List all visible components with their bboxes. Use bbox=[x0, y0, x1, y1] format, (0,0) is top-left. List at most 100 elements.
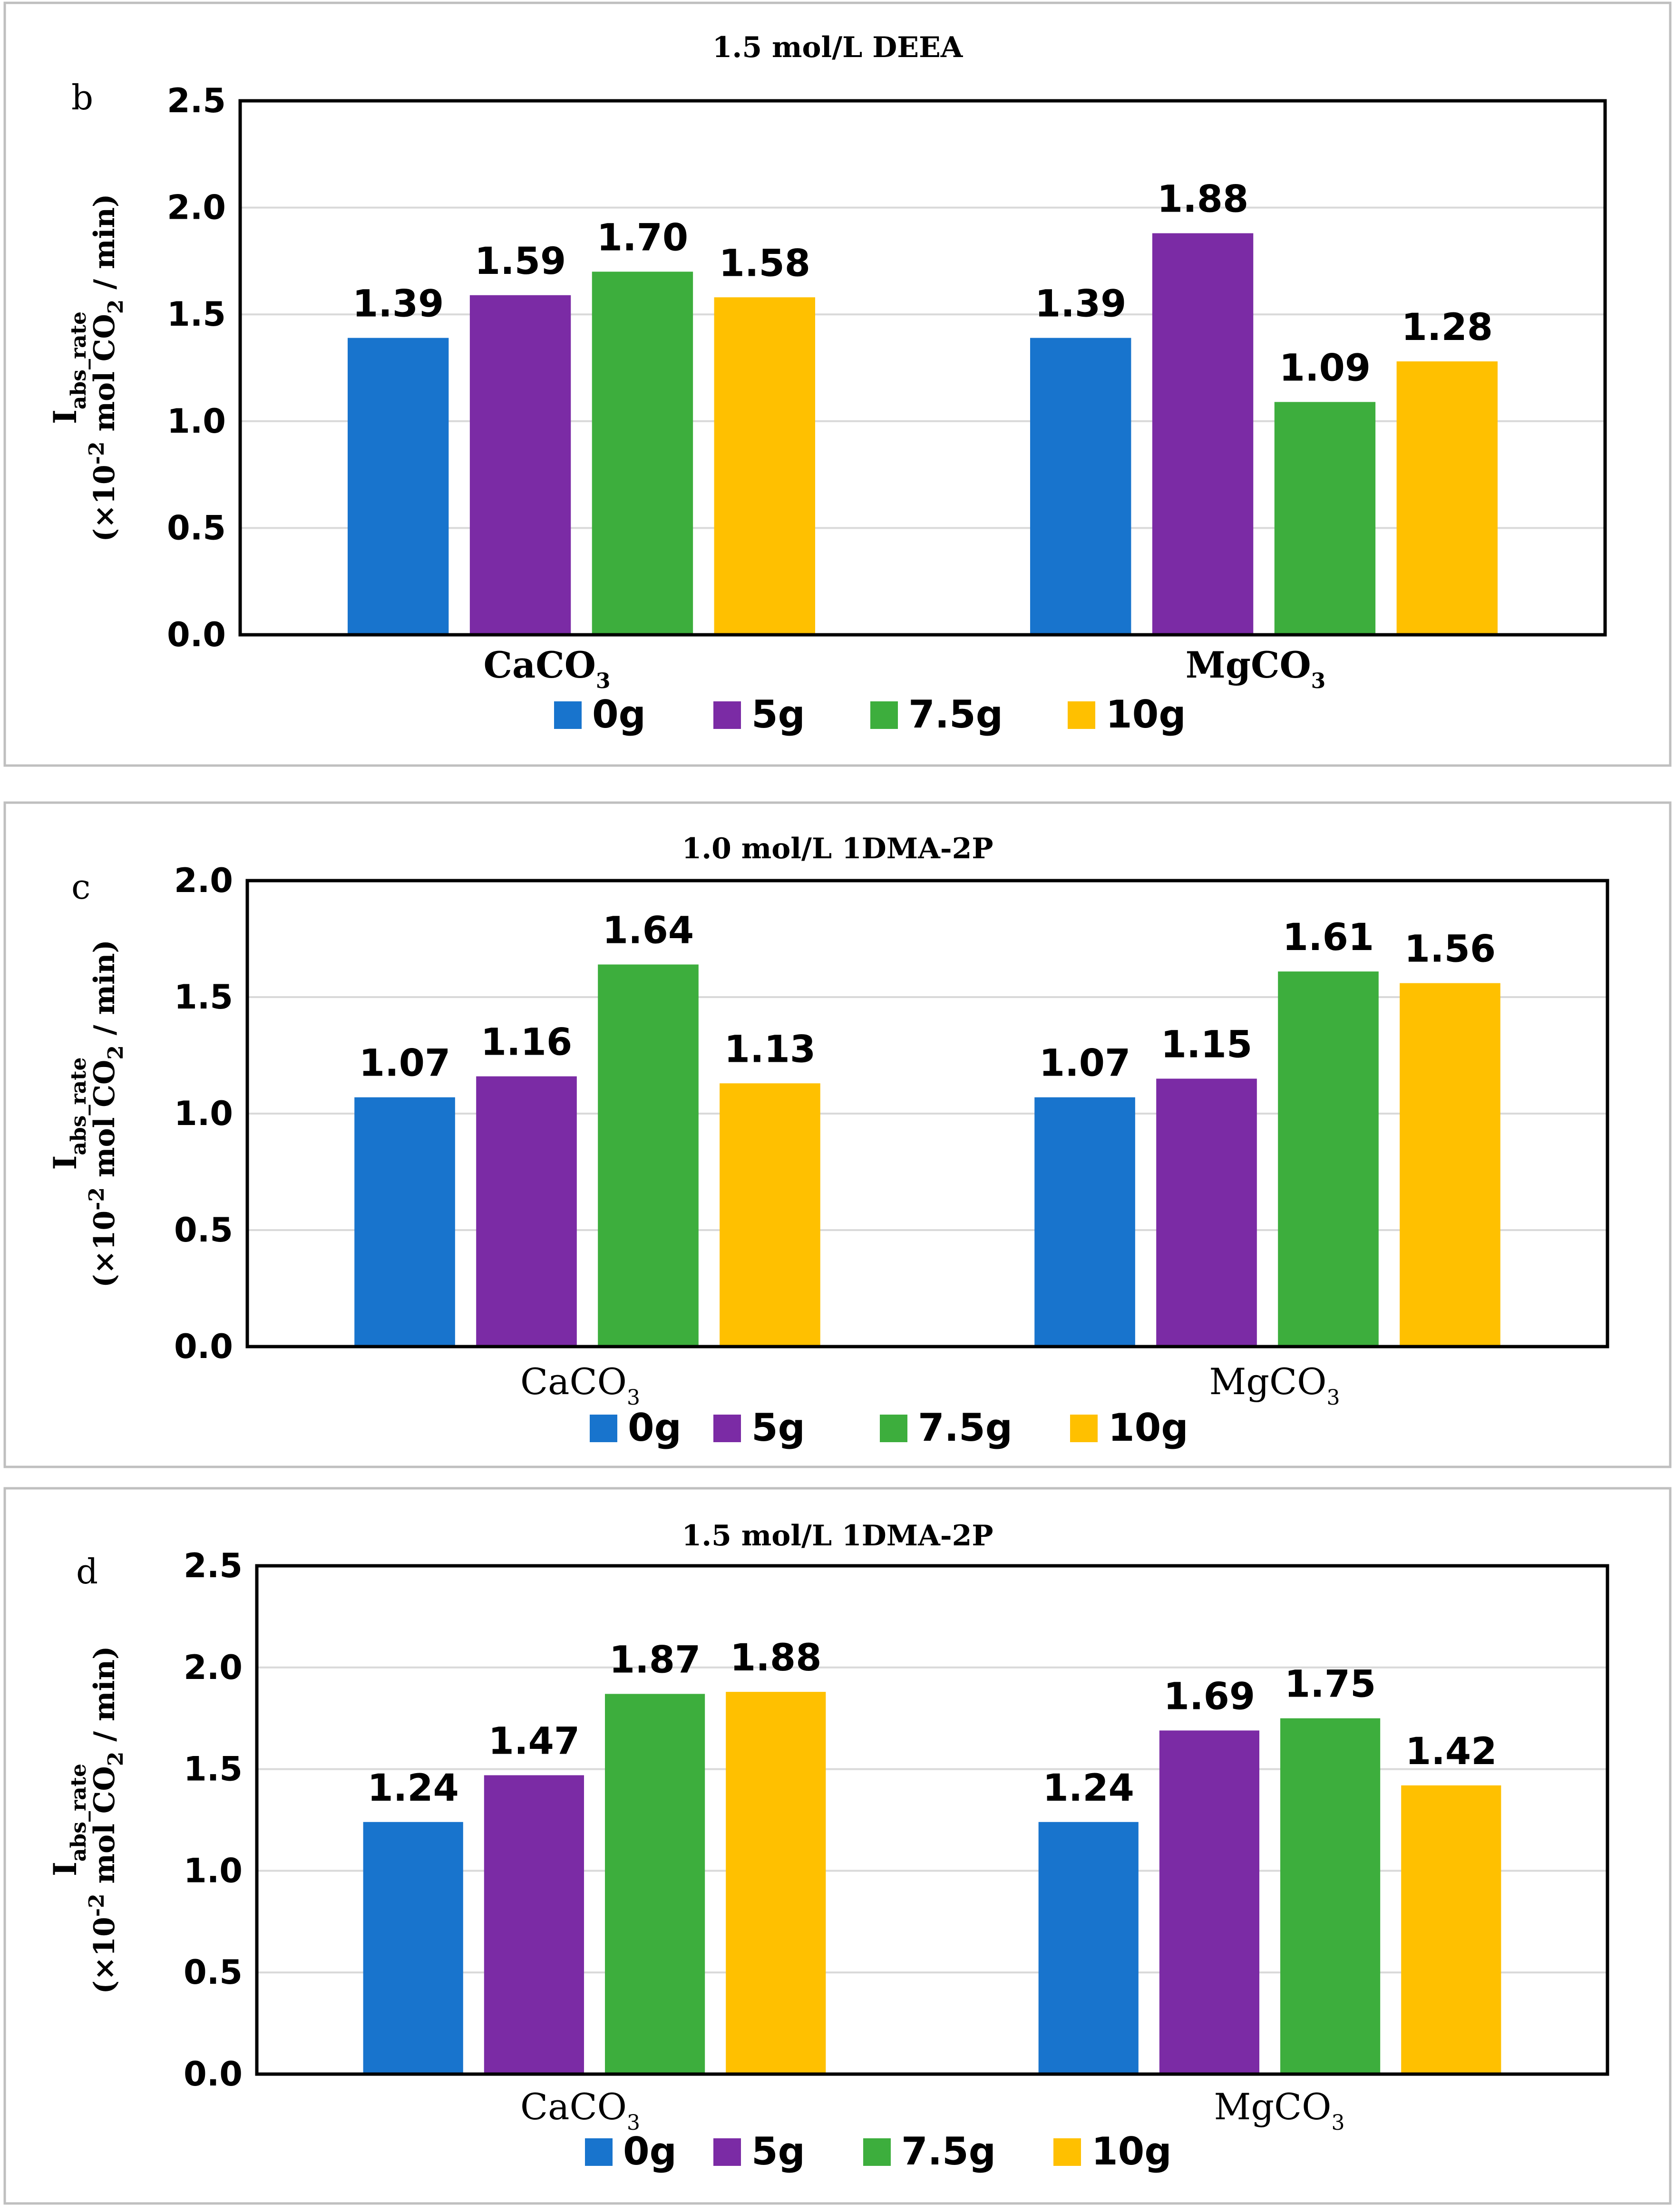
bar-5g-mgco3 bbox=[1159, 1730, 1259, 2074]
y-tick-label: 2.5 bbox=[184, 1546, 243, 1585]
data-label: 1.88 bbox=[1157, 178, 1248, 221]
y-tick-label: 2.0 bbox=[174, 861, 233, 900]
data-label: 1.09 bbox=[1279, 347, 1371, 389]
x-category-label: CaCO3 bbox=[483, 644, 610, 693]
legend-label-10g: 10g bbox=[1108, 1406, 1188, 1450]
data-label: 1.69 bbox=[1164, 1675, 1255, 1718]
bar-7.5g-caco3 bbox=[592, 272, 693, 635]
legend-label-0g: 0g bbox=[628, 1406, 682, 1450]
legend-swatch-7.5g bbox=[870, 701, 898, 729]
y-axis-label-line2: (×10-2 mol CO2 / min) bbox=[85, 940, 128, 1288]
y-tick-label: 1.0 bbox=[174, 1094, 233, 1133]
y-tick-label: 2.0 bbox=[167, 188, 226, 227]
y-axis-label-line1: Iabs_rate bbox=[47, 311, 91, 424]
legend-label-5g: 5g bbox=[751, 692, 805, 737]
chart-title: 1.0 mol/L 1DMA-2P bbox=[682, 832, 993, 865]
chart-panel-d: 1.5 mol/L 1DMA-2P d 0.0 0.5 1.0 1.5 2.0 2.5 1.24… bbox=[3, 1487, 1672, 2205]
y-axis-label-line2: (×10-2 mol CO2 / min) bbox=[85, 1646, 128, 1994]
y-tick-label: 2.5 bbox=[167, 81, 226, 120]
data-label: 1.88 bbox=[730, 1637, 821, 1679]
x-category-label: CaCO3 bbox=[520, 1360, 640, 1410]
y-axis-label-line2: (×10-2 mol CO2 / min) bbox=[85, 194, 128, 542]
bar-10g-mgco3 bbox=[1400, 983, 1500, 1347]
plot-area-border bbox=[238, 99, 1607, 637]
bar-7.5g-caco3 bbox=[598, 964, 699, 1347]
legend-label-10g: 10g bbox=[1091, 2129, 1172, 2173]
legend-label-7.5g: 7.5g bbox=[918, 1406, 1013, 1450]
y-tick-label: 2.0 bbox=[184, 1648, 243, 1687]
data-label: 1.24 bbox=[368, 1767, 459, 1810]
data-label: 1.47 bbox=[488, 1720, 580, 1763]
data-label: 1.75 bbox=[1285, 1663, 1376, 1706]
legend-swatch-0g bbox=[554, 701, 582, 729]
y-tick-label: 0.5 bbox=[184, 1953, 243, 1992]
y-tick-label: 1.5 bbox=[174, 978, 233, 1017]
data-label: 1.39 bbox=[352, 283, 444, 326]
chart-title: 1.5 mol/L 1DMA-2P bbox=[682, 1519, 993, 1552]
legend-swatch-7.5g bbox=[880, 1415, 907, 1442]
legend-label-0g: 0g bbox=[623, 2129, 677, 2173]
legend-swatch-7.5g bbox=[863, 2138, 891, 2166]
y-tick-label: 0.0 bbox=[167, 615, 226, 654]
y-axis-label: Iabs_rate(×10-2 mol CO2 / min) bbox=[47, 194, 128, 542]
legend-label-10g: 10g bbox=[1106, 692, 1186, 737]
panel-frame bbox=[3, 1, 1672, 767]
bar-0g-caco3 bbox=[363, 1822, 463, 2074]
legend-label-0g: 0g bbox=[592, 692, 646, 737]
bar-0g-caco3 bbox=[354, 1097, 455, 1347]
plot-area-border bbox=[255, 1564, 1609, 2076]
bar-10g-caco3 bbox=[714, 297, 815, 635]
chart-panel-b: 1.5 mol/L DEEA b 0.0 0.5 1.0 1.5 2.0 2.5 1.39 1.5… bbox=[3, 1, 1672, 767]
panel-frame bbox=[3, 801, 1672, 1468]
data-label: 1.59 bbox=[475, 240, 566, 283]
legend-swatch-5g bbox=[713, 701, 741, 729]
legend-label-5g: 5g bbox=[751, 2129, 805, 2173]
plot-area-border bbox=[245, 879, 1609, 1349]
data-label: 1.61 bbox=[1283, 916, 1374, 959]
chart-title: 1.5 mol/L DEEA bbox=[712, 31, 964, 64]
bar-7.5g-mgco3 bbox=[1278, 971, 1379, 1347]
panel-letter: c bbox=[71, 867, 90, 907]
bar-5g-caco3 bbox=[476, 1076, 577, 1347]
y-axis-label-line1: Iabs_rate bbox=[47, 1057, 91, 1170]
legend-swatch-5g bbox=[713, 1415, 741, 1442]
bar-7.5g-caco3 bbox=[605, 1694, 705, 2074]
bar-0g-caco3 bbox=[348, 338, 449, 635]
y-tick-label: 0.5 bbox=[167, 508, 226, 547]
legend-label-5g: 5g bbox=[751, 1406, 805, 1450]
chart-panel-c: 1.0 mol/L 1DMA-2P c 0.0 0.5 1.0 1.5 2.0 1.07 1.1… bbox=[3, 801, 1672, 1468]
y-tick-label: 1.5 bbox=[184, 1750, 243, 1789]
data-label: 1.15 bbox=[1161, 1024, 1252, 1067]
data-label: 1.07 bbox=[1039, 1042, 1130, 1085]
legend-label-7.5g: 7.5g bbox=[908, 692, 1003, 737]
bar-5g-caco3 bbox=[469, 295, 571, 635]
legend-swatch-10g bbox=[1070, 1415, 1098, 1442]
bar-7.5g-mgco3 bbox=[1280, 1718, 1381, 2074]
y-tick-label: 1.0 bbox=[167, 402, 226, 441]
bar-5g-mgco3 bbox=[1156, 1078, 1257, 1347]
panel-frame bbox=[3, 1487, 1672, 2205]
legend-swatch-10g bbox=[1053, 2138, 1081, 2166]
data-label: 1.16 bbox=[481, 1021, 572, 1064]
data-label: 1.70 bbox=[597, 216, 688, 259]
y-tick-label: 0.0 bbox=[184, 2055, 243, 2094]
data-label: 1.24 bbox=[1043, 1767, 1134, 1810]
data-label: 1.58 bbox=[719, 242, 810, 285]
panel-letter: d bbox=[76, 1552, 98, 1591]
data-label: 1.64 bbox=[603, 909, 694, 952]
data-label: 1.87 bbox=[609, 1639, 701, 1681]
y-axis-label: Iabs_rate(×10-2 mol CO2 / min) bbox=[47, 1646, 128, 1994]
y-tick-label: 1.0 bbox=[184, 1851, 243, 1890]
y-axis-label-line1: Iabs_rate bbox=[47, 1764, 91, 1876]
bar-5g-mgco3 bbox=[1152, 233, 1254, 635]
bar-10g-mgco3 bbox=[1396, 361, 1498, 635]
data-label: 1.28 bbox=[1402, 306, 1493, 349]
data-label: 1.42 bbox=[1405, 1730, 1497, 1773]
x-category-label: CaCO3 bbox=[520, 2086, 640, 2135]
bar-7.5g-mgco3 bbox=[1274, 402, 1376, 635]
data-label: 1.39 bbox=[1035, 283, 1126, 326]
legend-label-7.5g: 7.5g bbox=[901, 2129, 996, 2173]
x-category-label: MgCO3 bbox=[1209, 1360, 1340, 1410]
bar-0g-mgco3 bbox=[1038, 1822, 1139, 2074]
